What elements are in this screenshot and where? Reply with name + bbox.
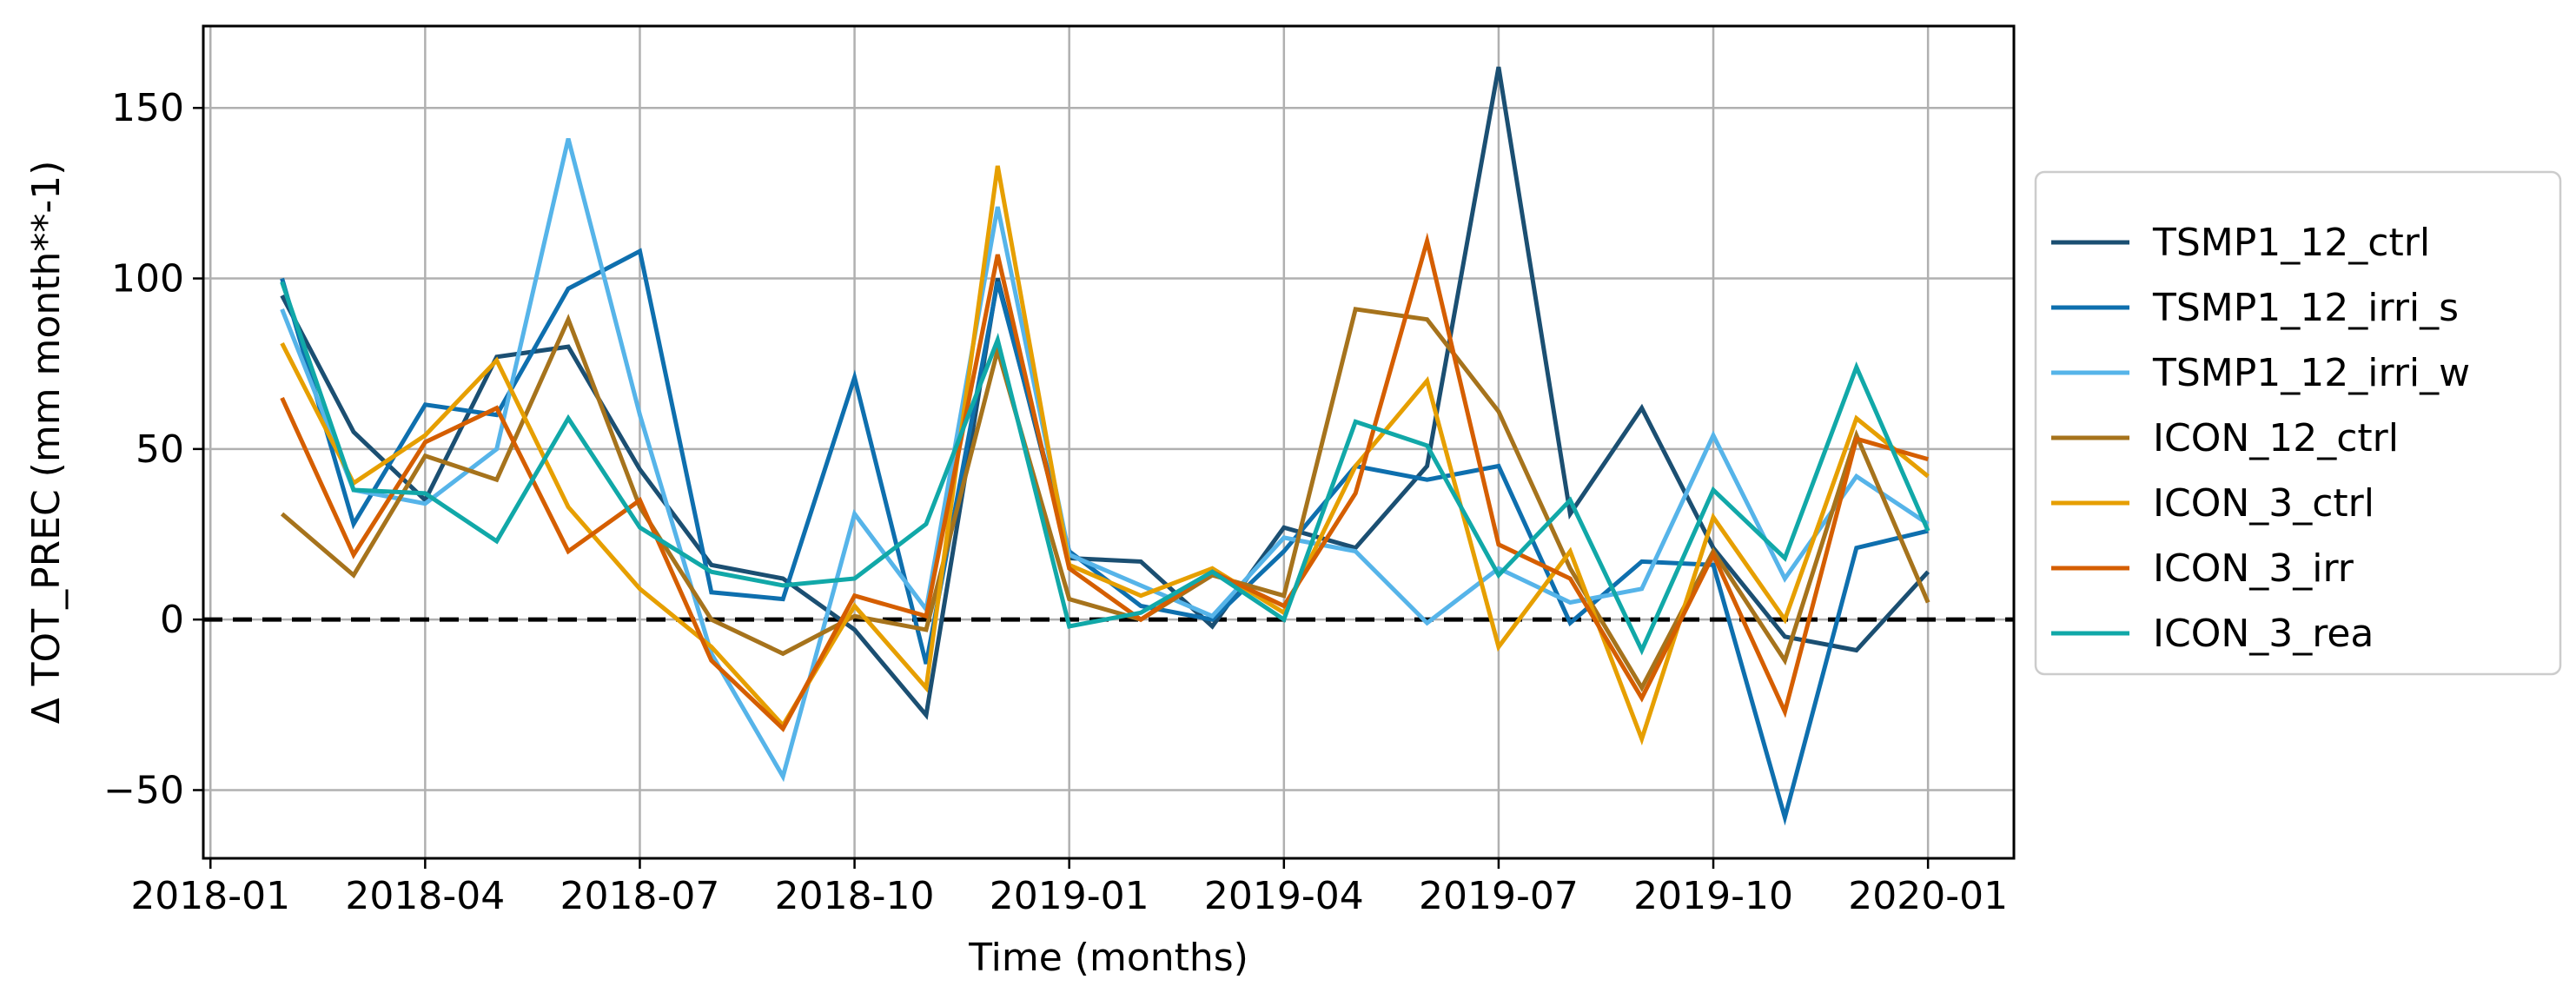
grid — [203, 26, 2014, 858]
y-tick-label: −50 — [103, 768, 184, 812]
series-lines — [280, 66, 1930, 826]
x-tick-label: 2018-01 — [130, 874, 290, 918]
legend-label: ICON_3_rea — [2153, 612, 2374, 656]
legend: TSMP1_12_ctrl TSMP1_12_irri_s TSMP1_12_irr… — [2034, 170, 2562, 676]
legend-label: TSMP1_12_irri_s — [2152, 286, 2459, 330]
y-tick-label: 50 — [136, 427, 184, 472]
x-axis-title: Time (months) — [968, 936, 1248, 980]
x-tick-label: 2019-10 — [1633, 874, 1793, 918]
x-tick-label: 2019-01 — [990, 874, 1149, 918]
x-tick-label: 2019-04 — [1204, 874, 1364, 918]
x-tick-label: 2020-01 — [1848, 874, 2008, 918]
series-line-ICON_3_ctrl — [280, 165, 1930, 746]
legend-label: TSMP1_12_irri_w — [2152, 351, 2470, 395]
y-axis: −50 0 50 100 150 — [103, 86, 203, 812]
y-tick-label: 100 — [111, 257, 184, 301]
series-line-ICON_12_ctrl — [280, 307, 1930, 692]
x-tick-label: 2019-07 — [1419, 874, 1579, 918]
x-axis: 2018-01 2018-04 2018-07 2018-10 2019-01 2019-… — [130, 858, 2008, 918]
y-tick-label: 150 — [111, 86, 184, 130]
x-tick-label: 2018-10 — [775, 874, 935, 918]
legend-box — [2034, 170, 2562, 676]
y-tick-label: 0 — [160, 598, 184, 642]
y-axis-title: Δ TOT_PREC (mm month**-1) — [24, 161, 69, 725]
series-line-ICON_3_rea — [280, 281, 1930, 656]
x-tick-label: 2018-04 — [345, 874, 505, 918]
series-line-ICON_3_irr — [280, 232, 1929, 732]
x-tick-label: 2018-07 — [560, 874, 720, 918]
series-line-TSMP1_12_irri_s — [280, 248, 1929, 826]
series-line-TSMP1_12_irri_w — [280, 137, 1930, 783]
plot-area-frame — [202, 24, 2016, 860]
legend-label: TSMP1_12_ctrl — [2152, 221, 2430, 265]
legend-label: ICON_3_irr — [2153, 546, 2354, 591]
legend-label: ICON_3_ctrl — [2153, 481, 2374, 526]
legend-label: ICON_12_ctrl — [2153, 416, 2399, 460]
